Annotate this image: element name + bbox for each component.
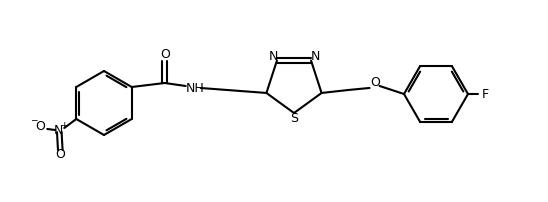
Text: N: N: [310, 50, 319, 63]
Text: O: O: [160, 48, 170, 61]
Text: N: N: [54, 124, 63, 138]
Text: O: O: [370, 77, 380, 89]
Text: −: −: [30, 116, 37, 124]
Text: +: +: [60, 121, 68, 129]
Text: S: S: [290, 113, 298, 125]
Text: O: O: [55, 148, 65, 162]
Text: NH: NH: [185, 81, 204, 95]
Text: N: N: [269, 50, 278, 63]
Text: F: F: [482, 87, 489, 101]
Text: O: O: [36, 120, 45, 133]
